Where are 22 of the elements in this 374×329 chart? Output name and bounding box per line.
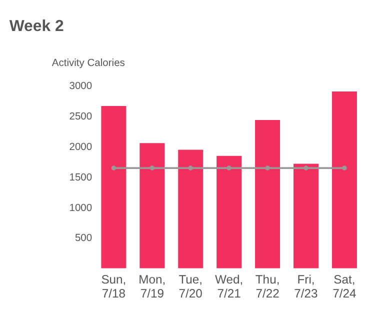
x-tick-label: Fri, 7/23 [294,272,318,301]
y-axis-title: Activity Calories [52,58,125,69]
y-tick-label: 2500 [69,112,92,123]
y-tick-label: 500 [74,233,92,244]
x-tick-label: Sun, 7/18 [101,272,126,301]
y-tick-label: 1500 [69,172,92,184]
bar [255,120,280,268]
chart-title: Week 2 [9,18,64,35]
x-tick-label: Thu, 7/22 [255,272,280,301]
y-tick-label: 3000 [69,81,92,92]
x-tick-label: Mon, 7/19 [138,272,166,301]
bar [216,156,242,268]
bar [332,91,357,268]
bar [140,143,165,268]
x-tick-label: Sat, 7/24 [332,272,357,301]
y-tick-label: 2000 [69,142,92,154]
bar [178,150,204,268]
bar [101,106,126,268]
x-tick-label: Tue, 7/20 [178,272,203,301]
bar [293,164,318,268]
y-tick-label: 1000 [69,202,92,214]
x-tick-label: Wed, 7/21 [215,272,244,301]
